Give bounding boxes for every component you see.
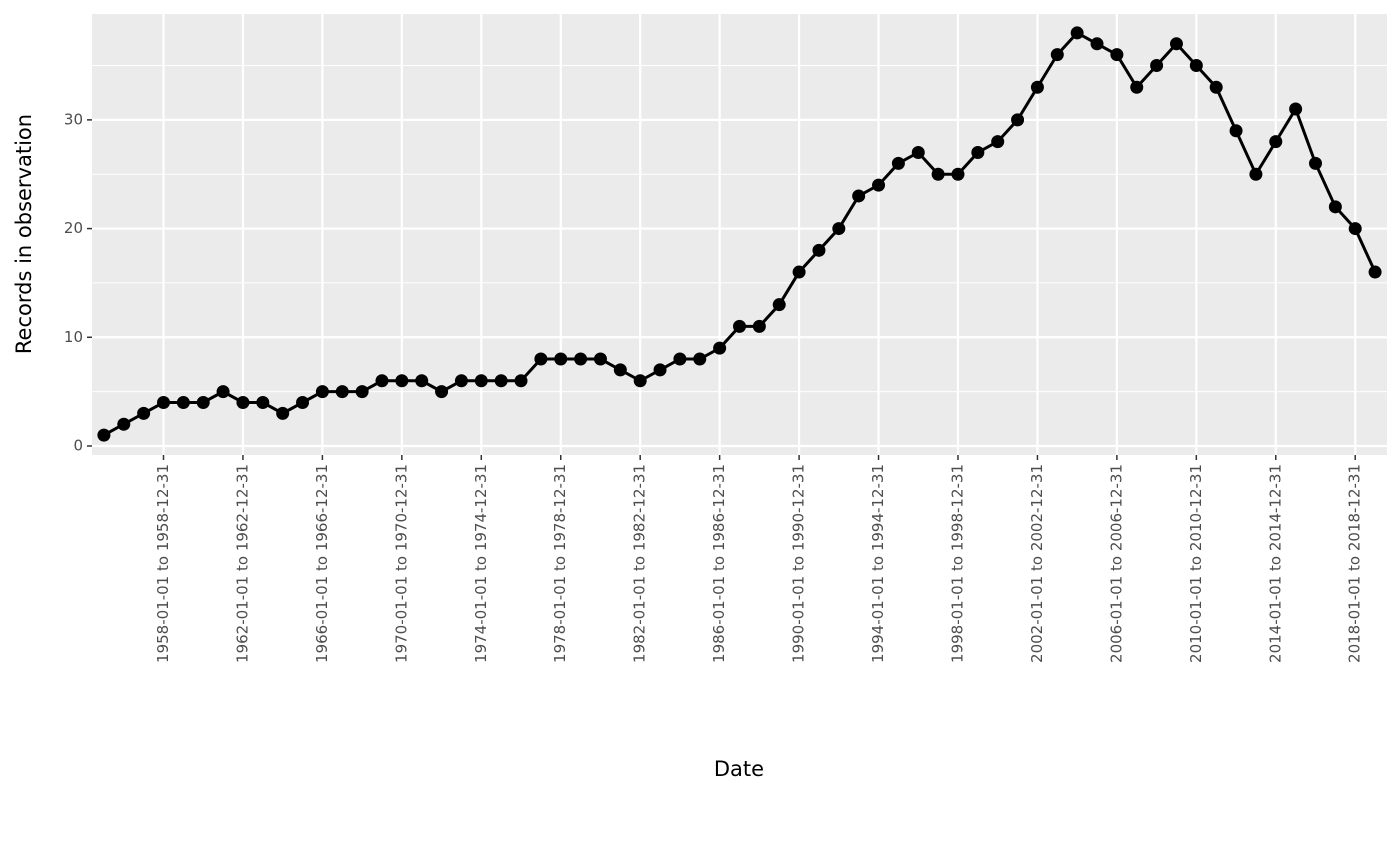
x-tick-label: 1974-01-01 to 1974-12-31 — [472, 464, 490, 663]
point — [1090, 37, 1104, 51]
x-tick-label: 1958-01-01 to 1958-12-31 — [154, 464, 172, 663]
point — [1150, 59, 1164, 73]
point — [872, 178, 886, 192]
x-tick-label: 1998-01-01 to 1998-12-31 — [948, 464, 966, 663]
point — [991, 135, 1005, 149]
point — [911, 145, 925, 159]
point — [554, 352, 568, 366]
point — [474, 374, 488, 388]
point — [593, 352, 607, 366]
point — [812, 243, 826, 257]
y-axis-title: Records in observation — [12, 114, 36, 354]
point — [1249, 167, 1263, 181]
y-tick-label: 20 — [64, 219, 83, 237]
x-tick-label: 1966-01-01 to 1966-12-31 — [313, 464, 331, 663]
point — [792, 265, 806, 279]
point — [196, 395, 210, 409]
point — [1030, 80, 1044, 94]
point — [1110, 48, 1124, 62]
point — [355, 385, 369, 399]
point — [494, 374, 508, 388]
y-tick-label: 30 — [64, 110, 83, 128]
point — [752, 319, 766, 333]
point — [613, 363, 627, 377]
point — [1348, 222, 1362, 236]
point — [931, 167, 945, 181]
point — [176, 395, 190, 409]
x-axis-title: Date — [714, 757, 764, 781]
x-tick-label: 1982-01-01 to 1982-12-31 — [631, 464, 649, 663]
point — [1070, 26, 1084, 40]
point — [395, 374, 409, 388]
x-tick-label: 1970-01-01 to 1970-12-31 — [392, 464, 410, 663]
point — [713, 341, 727, 355]
point — [1169, 37, 1183, 51]
point — [673, 352, 687, 366]
x-tick-label: 2006-01-01 to 2006-12-31 — [1107, 464, 1125, 663]
point — [1050, 48, 1064, 62]
point — [653, 363, 667, 377]
panel — [92, 14, 1387, 455]
point — [1011, 113, 1025, 127]
point — [514, 374, 528, 388]
x-tick-label: 1978-01-01 to 1978-12-31 — [551, 464, 569, 663]
point — [435, 385, 449, 399]
point — [693, 352, 707, 366]
point — [891, 156, 905, 170]
point — [574, 352, 588, 366]
point — [335, 385, 349, 399]
point — [1209, 80, 1223, 94]
point — [137, 406, 151, 420]
point — [1368, 265, 1382, 279]
point — [633, 374, 647, 388]
point — [375, 374, 389, 388]
point — [256, 395, 270, 409]
x-tick-label: 2014-01-01 to 2014-12-31 — [1266, 464, 1284, 663]
point — [534, 352, 548, 366]
point — [117, 417, 131, 431]
point — [97, 428, 111, 442]
point — [852, 189, 866, 203]
point — [454, 374, 468, 388]
point — [157, 395, 171, 409]
point — [1269, 135, 1283, 149]
point — [315, 385, 329, 399]
point — [276, 406, 290, 420]
point — [1130, 80, 1144, 94]
x-tick-label: 2010-01-01 to 2010-12-31 — [1187, 464, 1205, 663]
point — [1189, 59, 1203, 73]
x-tick-label: 1962-01-01 to 1962-12-31 — [233, 464, 251, 663]
point — [1308, 156, 1322, 170]
x-tick-label: 1986-01-01 to 1986-12-31 — [710, 464, 728, 663]
point — [832, 222, 846, 236]
x-tick-label: 1990-01-01 to 1990-12-31 — [790, 464, 808, 663]
x-tick-label: 2018-01-01 to 2018-12-31 — [1346, 464, 1364, 663]
point — [1328, 200, 1342, 214]
point — [971, 145, 985, 159]
point — [236, 395, 250, 409]
point — [951, 167, 965, 181]
point — [772, 298, 786, 312]
point — [415, 374, 429, 388]
point — [733, 319, 746, 333]
x-tick-label: 1994-01-01 to 1994-12-31 — [869, 464, 887, 663]
point — [1229, 124, 1243, 138]
y-tick-label: 0 — [73, 436, 83, 454]
point — [296, 395, 310, 409]
point — [216, 385, 230, 399]
y-tick-label: 10 — [64, 328, 83, 346]
point — [1289, 102, 1303, 116]
x-tick-label: 2002-01-01 to 2002-12-31 — [1028, 464, 1046, 663]
